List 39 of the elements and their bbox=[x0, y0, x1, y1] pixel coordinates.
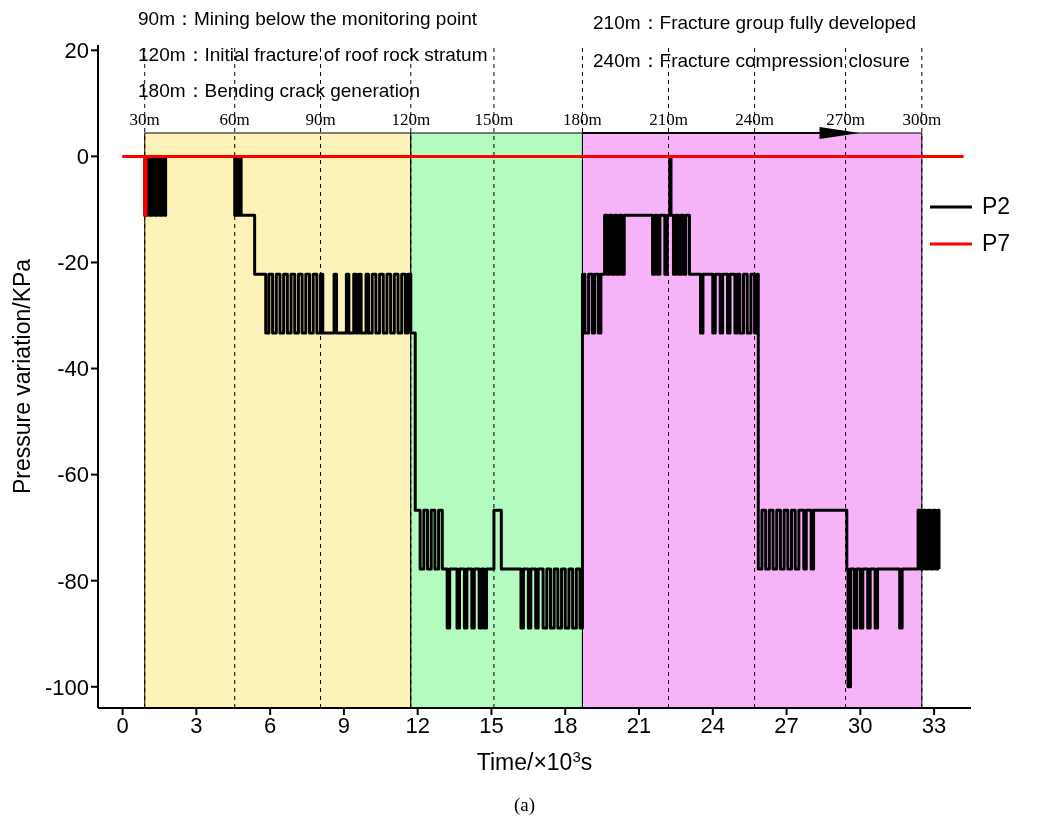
x-tick-label: 27 bbox=[774, 712, 799, 738]
x-tick-label: 6 bbox=[264, 712, 277, 738]
text: 210m：Fracture group fully developed bbox=[593, 11, 917, 35]
x-tick-label: 0 bbox=[116, 712, 129, 738]
x-tick-label: 33 bbox=[921, 712, 947, 738]
ref-line-label: 240m bbox=[735, 110, 774, 129]
ref-line-label: 90m bbox=[305, 110, 336, 129]
y-tick-label: -40 bbox=[57, 356, 89, 382]
legend-label: P2 bbox=[982, 193, 1011, 220]
x-tick-label: 9 bbox=[337, 712, 351, 738]
y-tick-label: 0 bbox=[76, 144, 89, 170]
ref-line-label: 210m bbox=[649, 110, 688, 129]
ref-line-label: 120m bbox=[391, 110, 431, 129]
y-axis-title: Pressure variation/KPa bbox=[9, 258, 35, 495]
annotation: 240m：Fracture compression closure bbox=[593, 49, 910, 73]
ref-line-label: 60m bbox=[219, 110, 250, 129]
text: 90m：Mining below the monitoring point bbox=[138, 7, 478, 31]
y-tick-label: 20 bbox=[64, 38, 89, 64]
x-tick-label: 30 bbox=[848, 712, 873, 738]
x-tick-label: 18 bbox=[553, 712, 578, 738]
y-tick-label: -80 bbox=[57, 568, 89, 594]
x-tick-label: 15 bbox=[479, 712, 504, 738]
legend-label: P7 bbox=[982, 230, 1011, 257]
y-tick-label: -60 bbox=[57, 462, 89, 488]
ref-line-label: 180m bbox=[563, 110, 602, 129]
x-tick-label: 3 bbox=[190, 712, 203, 738]
y-tick-label: -100 bbox=[44, 674, 89, 700]
ref-line-label: 300m bbox=[902, 110, 942, 129]
ref-line-label: 270m bbox=[826, 110, 865, 129]
text: (a) bbox=[512, 794, 537, 816]
x-tick-label: 24 bbox=[700, 712, 726, 738]
annotation: 120m：Initial fracture of roof rock stratum bbox=[138, 43, 488, 67]
x-axis-title: Time/×10$^{3}$s bbox=[476, 747, 593, 775]
annotation: 180m：Bending crack generation bbox=[138, 79, 421, 103]
ref-line-label: 150m bbox=[474, 110, 514, 129]
ref-line-label: 30m bbox=[129, 110, 160, 129]
y-tick-label: -20 bbox=[57, 250, 89, 276]
x-tick-label: 12 bbox=[405, 712, 430, 738]
x-tick-label: 21 bbox=[626, 712, 652, 738]
